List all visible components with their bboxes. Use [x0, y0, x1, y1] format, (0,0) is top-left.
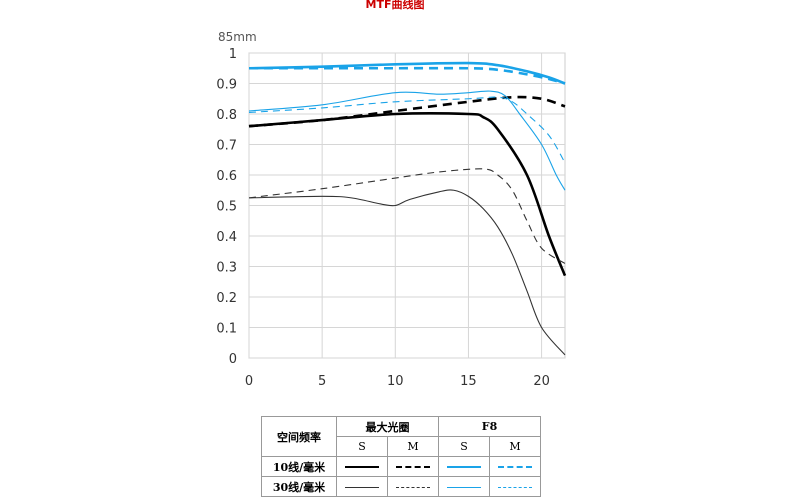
mtf-chart: 00.10.20.30.40.50.60.70.80.910 5 10 15 2085m… [216, 30, 567, 389]
series-line [248, 112, 567, 277]
series-line [248, 61, 566, 85]
y-tick-label: 0.8 [216, 108, 237, 123]
y-tick-label: 1 [229, 47, 237, 62]
series-line [248, 96, 566, 164]
x-tick-label: 10 [387, 374, 404, 389]
f8-header: F8 [438, 416, 541, 437]
y-tick-label: 0.2 [216, 291, 237, 306]
y-tick-label: 0.4 [216, 230, 237, 245]
x-tick-label: 0 [245, 374, 253, 389]
series-line [248, 168, 566, 264]
x-tick-label: 5 [318, 374, 326, 389]
legend-line [498, 466, 532, 468]
s-label: S [336, 436, 388, 457]
m-label: M [387, 436, 439, 457]
freq-header: 空间频率 [261, 416, 337, 457]
series-line [248, 95, 566, 128]
legend-line [396, 466, 430, 468]
row-30-label: 30线/毫米 [261, 476, 337, 497]
chart-title: MTF曲线图 [365, 0, 425, 11]
y-tick-label: 0.7 [216, 139, 237, 154]
row-10-label: 10线/毫米 [261, 456, 337, 477]
y-axis-label: 85mm [218, 30, 257, 44]
legend-line [396, 486, 430, 488]
y-tick-label: 0 [229, 352, 237, 367]
legend-line [345, 466, 379, 468]
y-tick-label: 0.3 [216, 261, 237, 276]
x-tick-label: 15 [460, 374, 477, 389]
s-label: S [438, 436, 490, 457]
legend-line [345, 486, 379, 488]
series-line [248, 90, 566, 191]
legend-line [447, 466, 481, 468]
y-tick-label: 0.9 [216, 78, 237, 93]
series-line [248, 189, 566, 356]
y-tick-label: 0.1 [216, 322, 237, 337]
y-tick-label: 0.5 [216, 200, 237, 215]
legend-line [447, 486, 481, 488]
series-line [249, 66, 566, 85]
max-aperture-header: 最大光圈 [336, 416, 439, 437]
y-tick-label: 0.6 [216, 169, 237, 184]
legend-line [498, 486, 532, 488]
m-label: M [489, 436, 541, 457]
x-tick-label: 20 [533, 374, 550, 389]
